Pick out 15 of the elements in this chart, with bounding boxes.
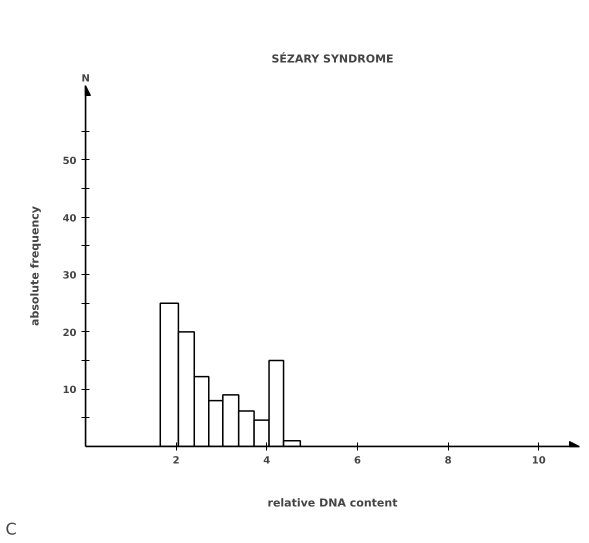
x-axis-title: relative DNA content [268, 496, 398, 510]
x-tick-label: 6 [354, 456, 361, 466]
x-tick-label: 4 [263, 456, 270, 466]
y-tick-label: 50 [62, 156, 77, 167]
x-tick-label: 2 [172, 456, 180, 466]
x-tick-label: 8 [444, 456, 452, 466]
x-tick-label: 10 [532, 456, 546, 466]
y-tick-label: 10 [62, 385, 77, 396]
text: N [82, 74, 90, 84]
y-tick-label: 40 [62, 213, 77, 224]
chart-title: SÉZARY SYNDROME [271, 52, 394, 66]
y-tick-label: 30 [62, 270, 77, 282]
y-axis-title: absolute frequency [28, 206, 42, 326]
y-tick-label: 20 [62, 328, 77, 339]
text: C [6, 520, 17, 538]
